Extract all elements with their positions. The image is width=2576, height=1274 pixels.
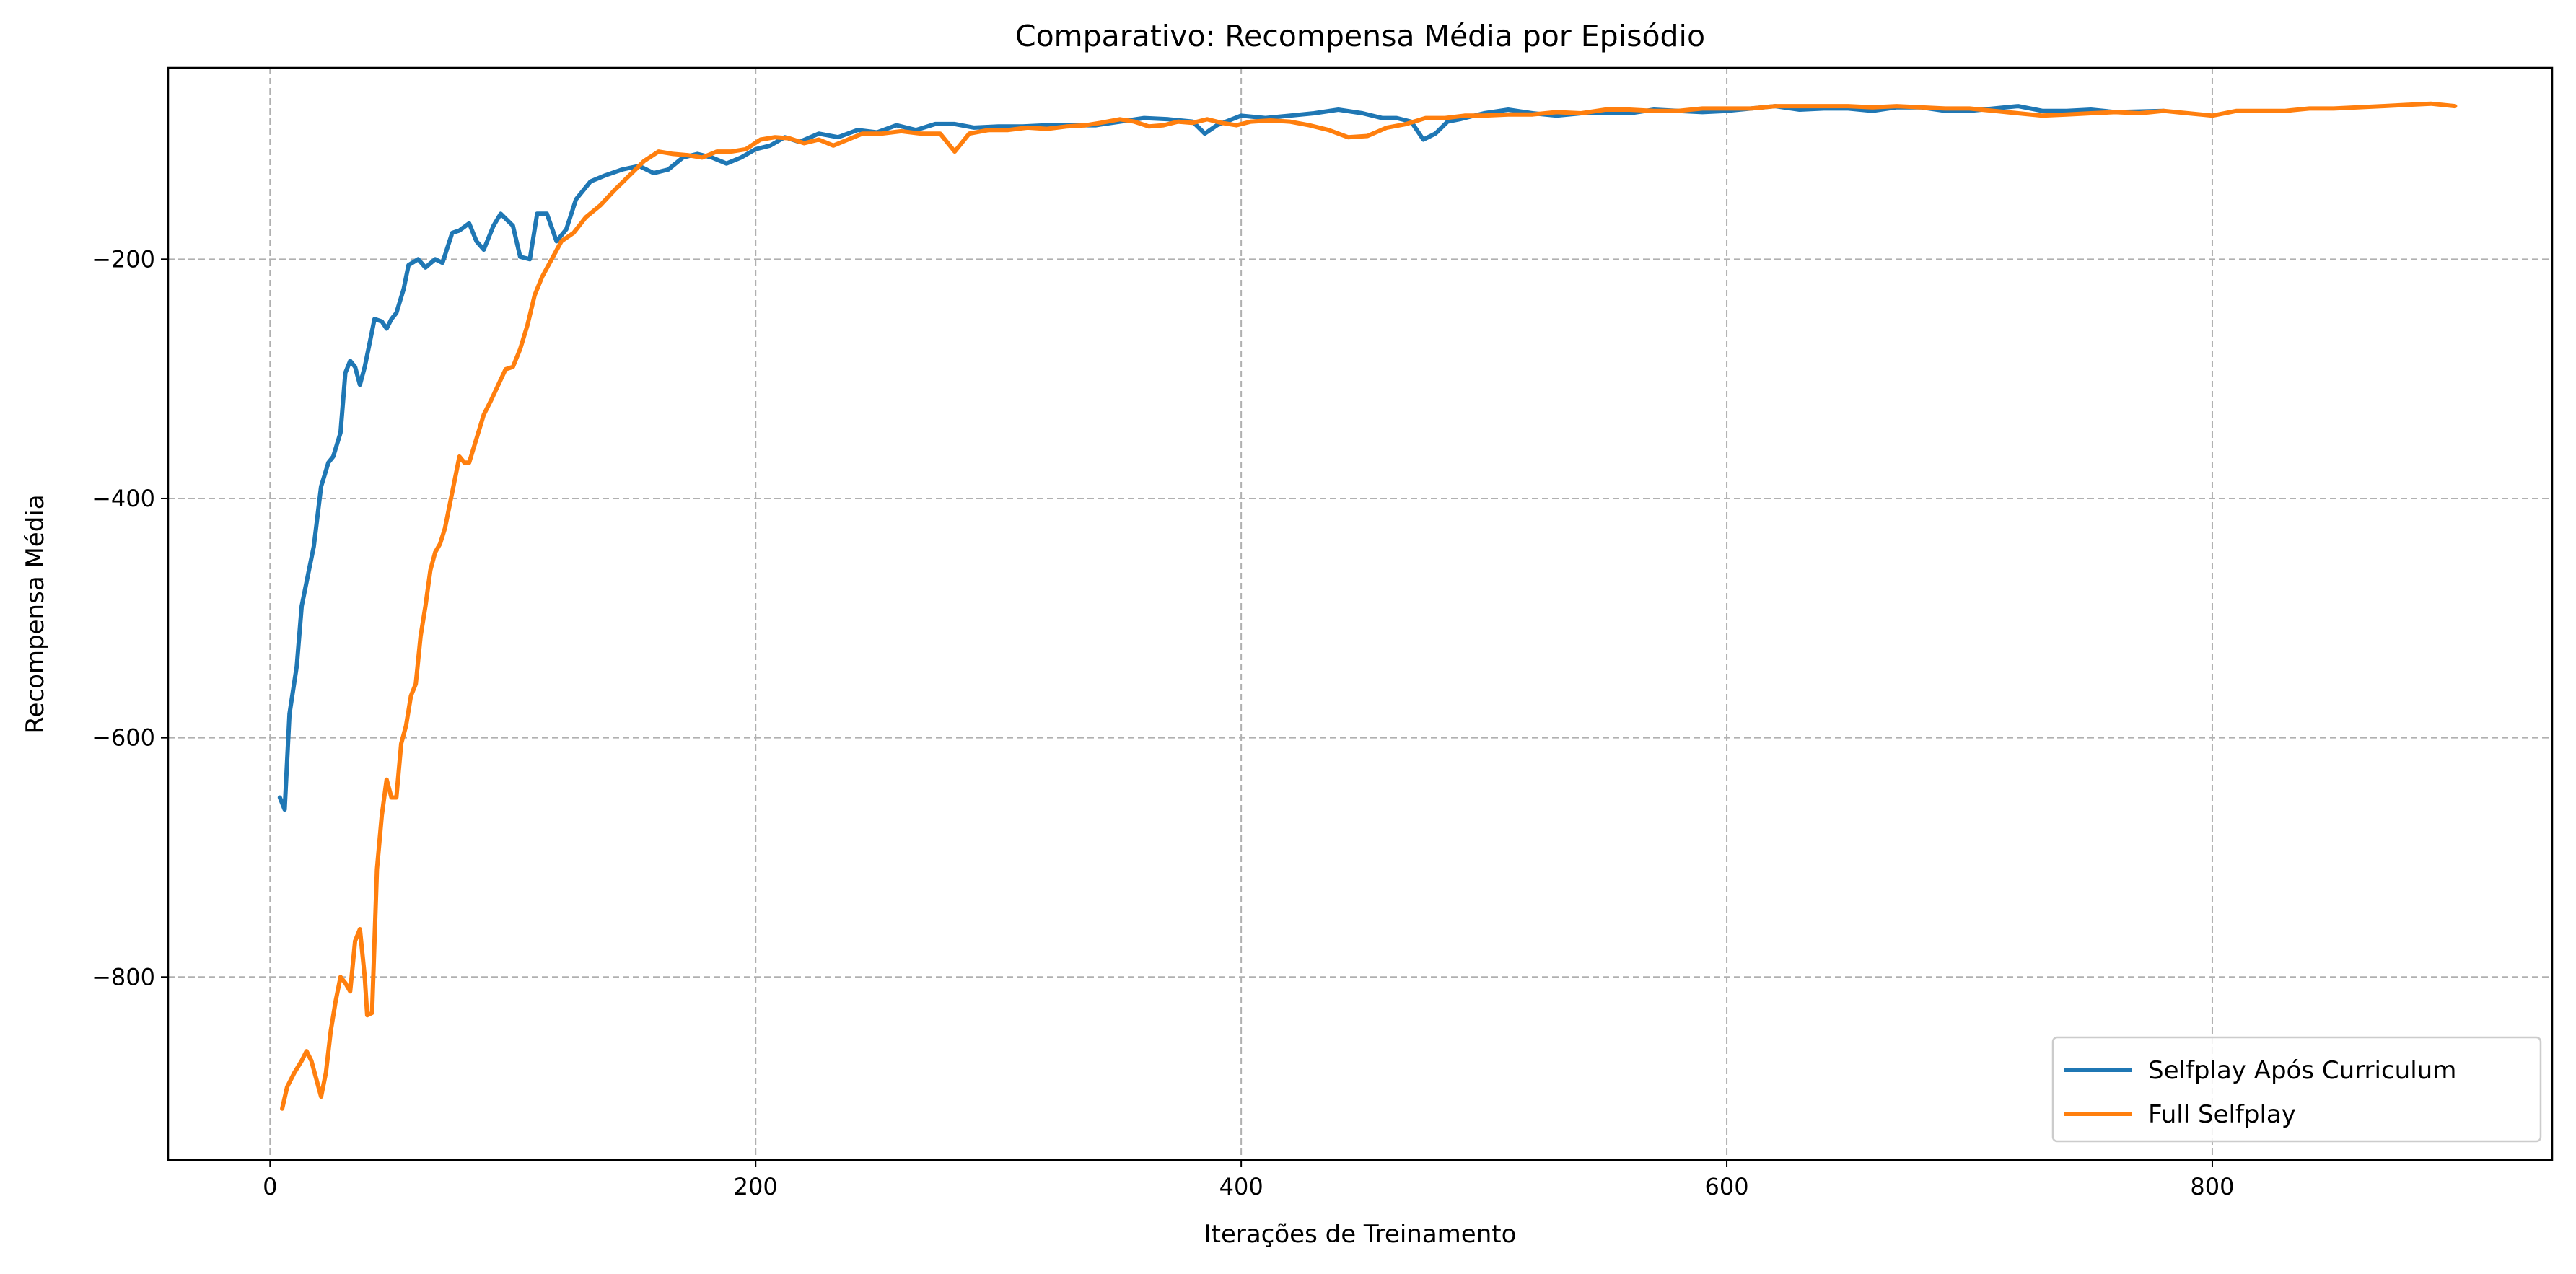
series-line-full-selfplay bbox=[280, 101, 2458, 1111]
y-tick-label-800: −800 bbox=[92, 963, 155, 990]
x-tick-label-400: 400 bbox=[1219, 1173, 1263, 1200]
ticks: 0 200 400 600 800 −800 −600 −400 −200 bbox=[92, 245, 2234, 1200]
y-tick-label-200: −200 bbox=[92, 245, 155, 273]
y-tick-label-600: −600 bbox=[92, 724, 155, 752]
series-layer bbox=[277, 101, 2458, 1111]
x-tick-label-600: 600 bbox=[1705, 1173, 1749, 1200]
x-axis-title: Iterações de Treinamento bbox=[1204, 1220, 1517, 1249]
grid bbox=[168, 68, 2552, 1160]
x-tick-label-0: 0 bbox=[263, 1173, 277, 1200]
chart-title: Comparativo: Recompensa Média por Episód… bbox=[1015, 19, 1705, 53]
plot-frame bbox=[167, 66, 2554, 1161]
y-axis-title: Recompensa Média bbox=[21, 494, 50, 733]
legend-box bbox=[2051, 1036, 2542, 1143]
legend-label-selfplay-apos-curriculum: Selfplay Após Curriculum bbox=[2148, 1056, 2456, 1085]
x-tick-label-800: 800 bbox=[2190, 1173, 2234, 1200]
legend-label-full-selfplay: Full Selfplay bbox=[2148, 1100, 2296, 1129]
y-tick-label-400: −400 bbox=[92, 485, 155, 512]
x-tick-label-200: 200 bbox=[734, 1173, 778, 1200]
legend: Selfplay Após Curriculum Full Selfplay bbox=[2051, 1036, 2542, 1143]
